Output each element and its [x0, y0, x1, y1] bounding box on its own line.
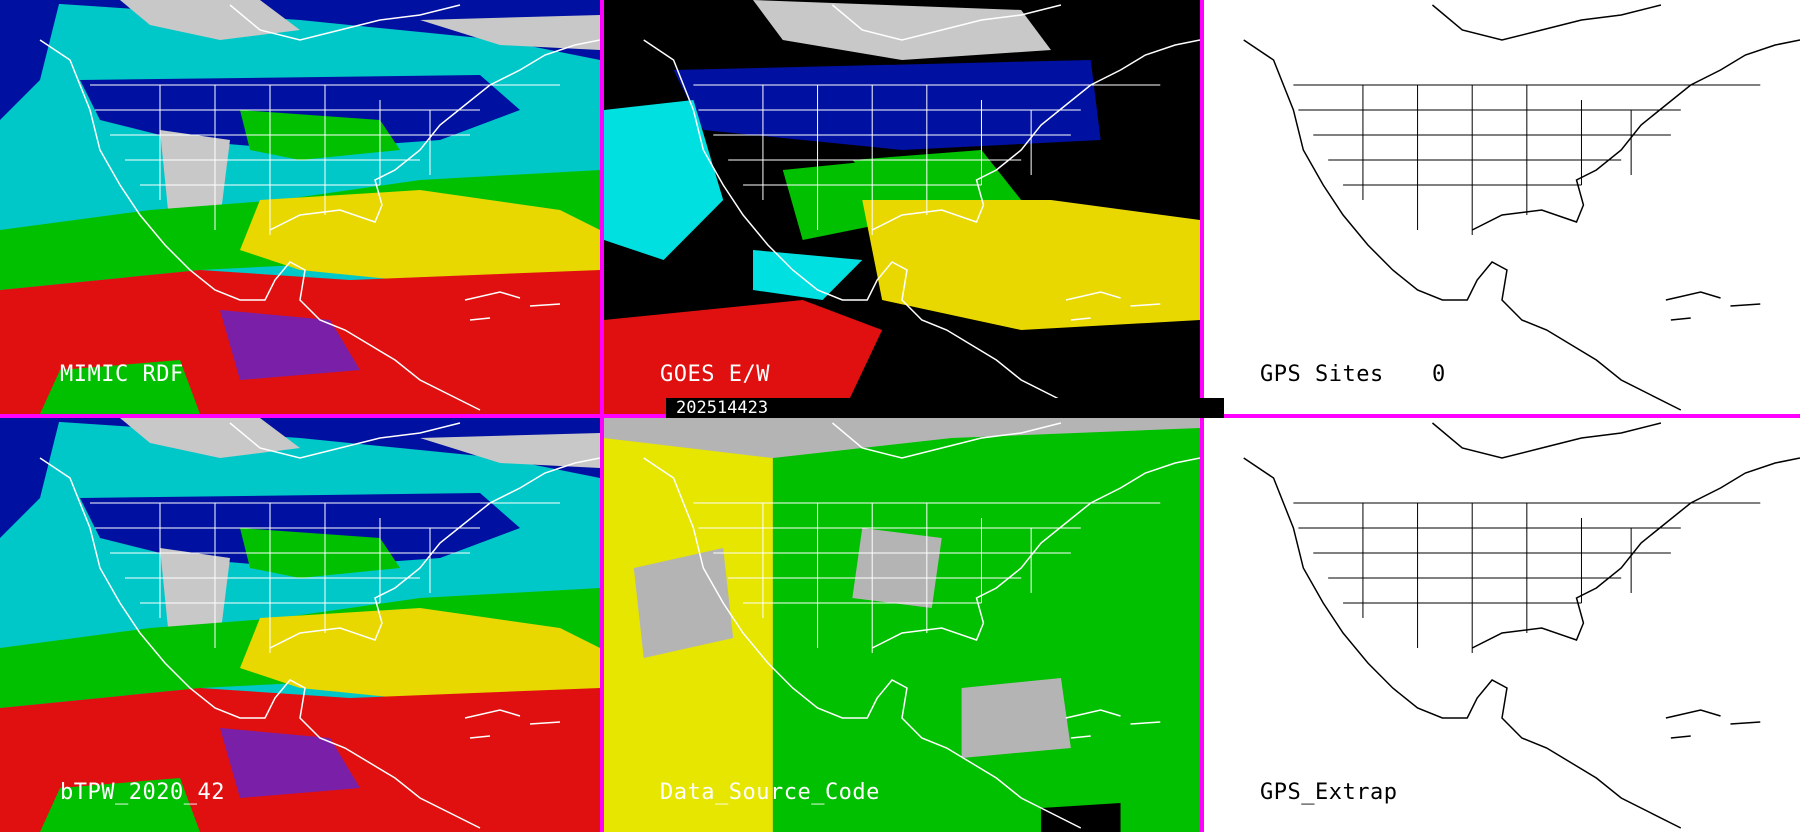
band-gray-plains: [852, 528, 942, 608]
band-blue-continent: [673, 60, 1101, 150]
map-canvas: [0, 0, 600, 414]
panel-label-gps-sites: GPS Sites: [1260, 362, 1384, 387]
map-canvas: [0, 418, 600, 832]
band-blue-west: [0, 0, 60, 120]
map-canvas: [1204, 0, 1800, 414]
map-canvas: [604, 0, 1200, 414]
band-blue-north: [0, 0, 600, 60]
band-gray-source: [604, 418, 783, 458]
btpw-panel: [0, 418, 600, 832]
band-purple-tropics: [220, 728, 360, 798]
panel-label-mimic-rdf: MIMIC RDF: [60, 362, 184, 387]
state-borders: [693, 502, 1161, 653]
state-borders: [1293, 84, 1761, 235]
band-blue-west: [0, 418, 60, 538]
band-purple-tropics: [220, 310, 360, 380]
band-gray-arctic: [120, 418, 300, 458]
coastline: [1243, 422, 1800, 829]
coastline: [643, 4, 1200, 411]
coastline: [1243, 4, 1800, 411]
band-yellow-gulf: [240, 608, 600, 703]
data-source-code-panel: [604, 418, 1200, 832]
state-borders: [1293, 502, 1761, 653]
band-gray-southwest: [160, 130, 230, 230]
band-cyan-pacific: [604, 100, 724, 260]
map-canvas: [604, 418, 1200, 832]
gps-sites-panel: [1204, 0, 1800, 414]
band-yellow-caribbean: [862, 200, 1200, 330]
goes-ew-panel: [604, 0, 1200, 414]
state-borders: [693, 84, 1161, 235]
band-gray-gulf: [961, 678, 1071, 758]
panel-label-btpw: bTPW_2020_42: [60, 780, 225, 805]
band-green-source: [772, 428, 1200, 832]
state-borders: [90, 84, 560, 235]
band-green-south: [852, 150, 1022, 210]
band-gray-arctic: [120, 0, 300, 40]
band-green-equator: [40, 360, 200, 414]
timestamp-bar: 202514423: [666, 398, 1224, 418]
band-black-nodata: [1041, 803, 1121, 832]
band-gray-north-atlantic: [420, 433, 600, 468]
coastline: [39, 422, 600, 829]
state-borders: [90, 502, 560, 653]
band-red-pacific: [604, 300, 883, 414]
coastline: [39, 4, 600, 411]
coastline: [643, 422, 1200, 829]
band-gray-arctic: [753, 0, 1051, 60]
panel-label-gps-extrap: GPS_Extrap: [1260, 780, 1398, 805]
map-canvas: [1204, 418, 1800, 832]
band-blue-continent: [80, 75, 520, 150]
band-blue-continent: [80, 493, 520, 568]
gps-extrap-panel: [1204, 418, 1800, 832]
panel-label-goes-ew: GOES E/W: [660, 362, 770, 387]
band-blue-north: [0, 418, 600, 478]
band-green-equator: [40, 778, 200, 832]
band-gray-north-atlantic: [420, 15, 600, 50]
band-gray-southwest: [160, 548, 230, 648]
mimic-rdf-panel: [0, 0, 600, 414]
band-yellow-gulf: [240, 190, 600, 285]
gps-site-count: 0: [1432, 362, 1446, 387]
panel-label-data-source-code: Data_Source_Code: [660, 780, 880, 805]
